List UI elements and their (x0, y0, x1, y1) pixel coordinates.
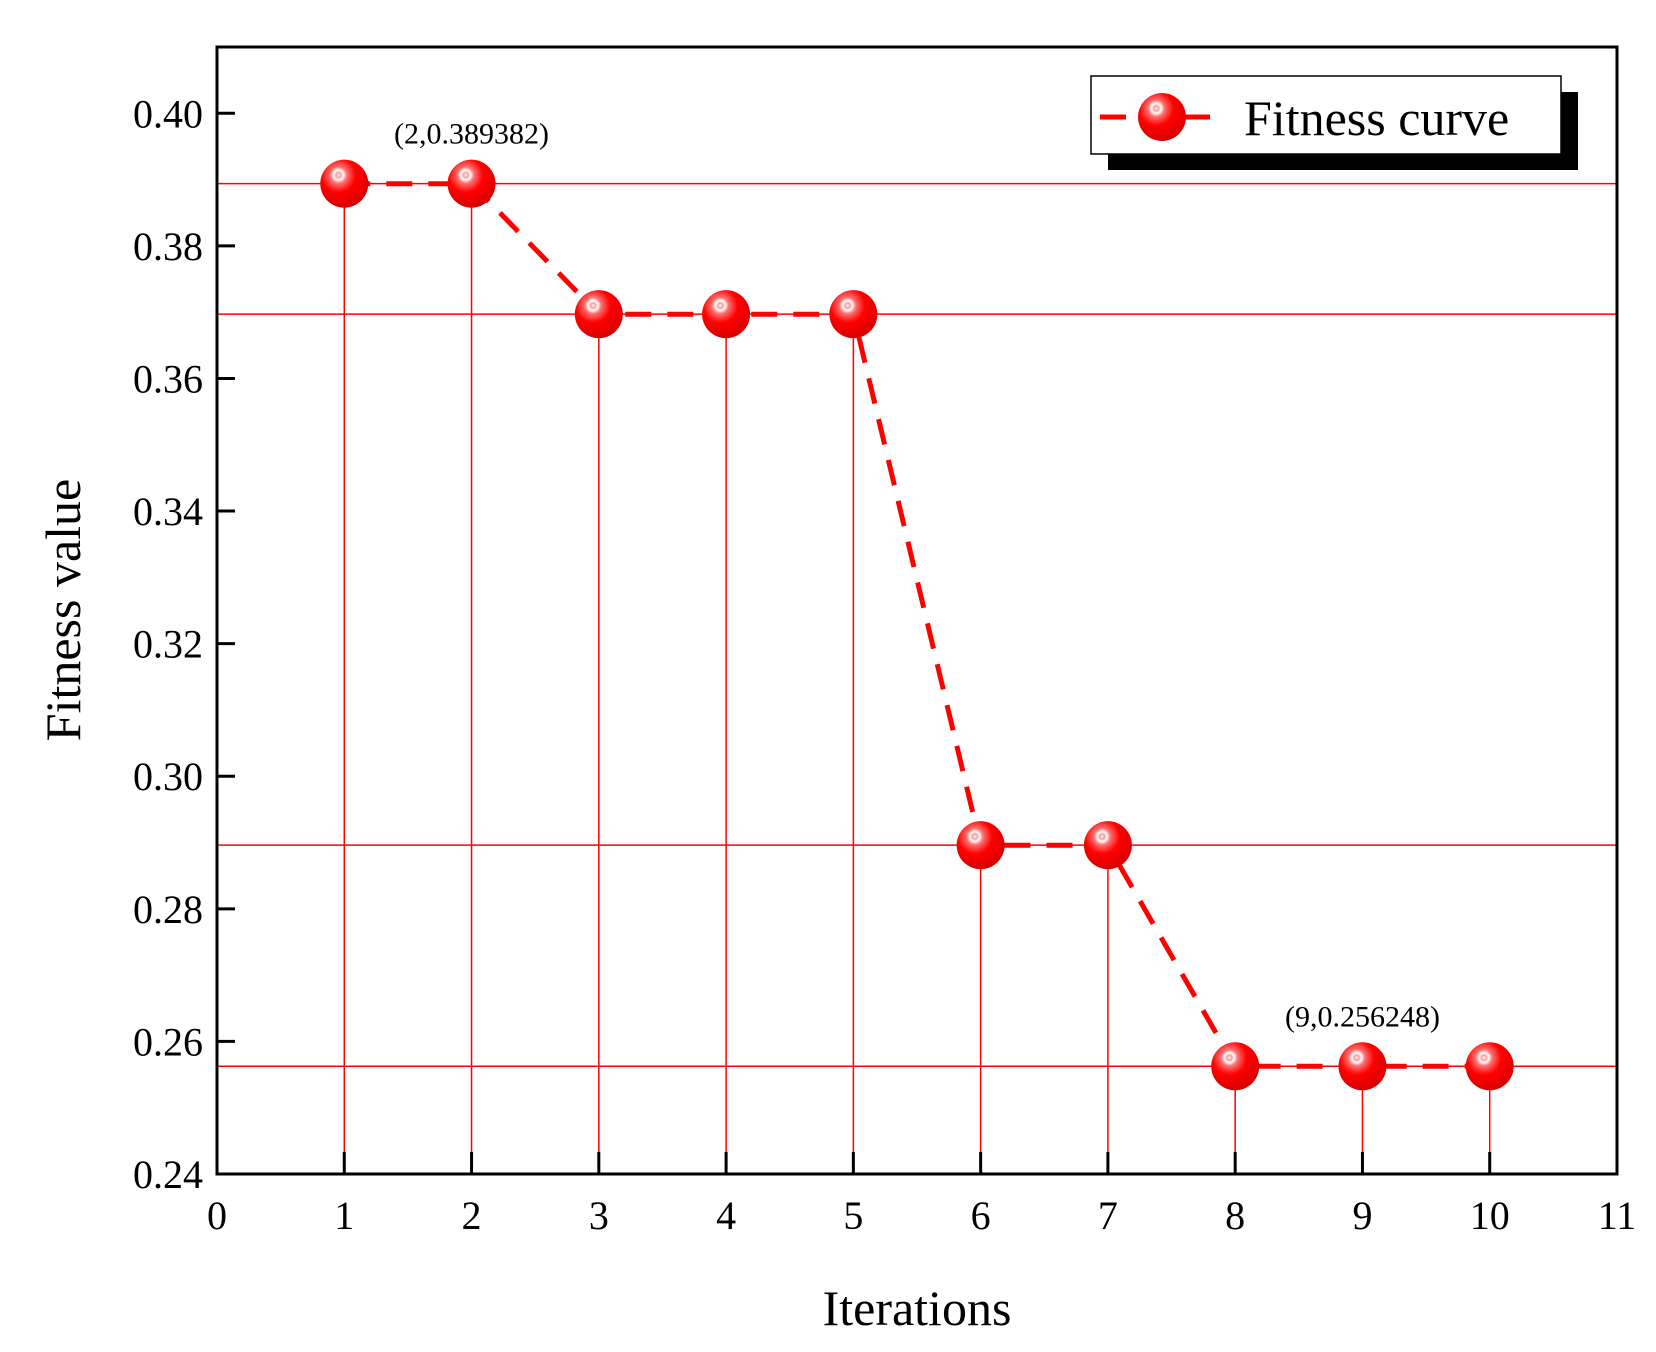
series-lines (344, 181, 1490, 1069)
x-tick-label: 6 (971, 1193, 991, 1238)
data-point (447, 159, 496, 208)
x-tick-label: 7 (1098, 1193, 1118, 1238)
y-tick-label: 0.38 (133, 224, 203, 269)
y-axis-title: Fitness value (35, 479, 91, 741)
legend: Fitness curve (1090, 75, 1578, 170)
axes: 0 1 2 3 4 5 6 7 8 9 10 11 0.24 0.26 0.28 0.30 0.32 0.34 0.… (35, 45, 1637, 1336)
data-point-annotation: (2,0.389382) (394, 118, 549, 151)
data-point (956, 821, 1005, 870)
y-tick-label: 0.24 (133, 1152, 203, 1197)
x-axis-title: Iterations (823, 1280, 1012, 1336)
data-point (1338, 1042, 1387, 1091)
y-tick-label: 0.40 (133, 91, 203, 136)
data-point (320, 159, 369, 208)
y-tick-label: 0.32 (133, 622, 203, 667)
y-tick-label: 0.36 (133, 356, 203, 401)
series-line (344, 181, 1490, 1069)
x-tick-label: 5 (843, 1193, 863, 1238)
x-tick-label: 9 (1352, 1193, 1372, 1238)
x-tick-label: 0 (207, 1193, 227, 1238)
x-tick-label: 3 (589, 1193, 609, 1238)
legend-label: Fitness curve (1244, 90, 1509, 146)
annotations: (2,0.389382) (9,0.256248) (394, 118, 1440, 1034)
x-tick-label: 1 (334, 1193, 354, 1238)
data-point (702, 290, 751, 339)
y-tick-label: 0.26 (133, 1019, 203, 1064)
data-point (1465, 1042, 1514, 1091)
y-tick-label: 0.28 (133, 887, 203, 932)
y-tick-label: 0.30 (133, 754, 203, 799)
plot-frame (215, 45, 1619, 1176)
data-point-annotation: (9,0.256248) (1285, 1000, 1440, 1033)
x-tick-label: 8 (1225, 1193, 1245, 1238)
markers (320, 159, 1514, 1091)
x-tick-label: 10 (1470, 1193, 1510, 1238)
x-tick-label: 2 (462, 1193, 482, 1238)
data-point (574, 290, 623, 339)
x-tick-label: 11 (1598, 1193, 1637, 1238)
x-tick-label: 4 (716, 1193, 736, 1238)
data-point (829, 290, 878, 339)
legend-marker-sample (1138, 93, 1186, 141)
data-point (1083, 821, 1132, 870)
data-point (1211, 1042, 1260, 1091)
y-tick-label: 0.34 (133, 489, 203, 534)
